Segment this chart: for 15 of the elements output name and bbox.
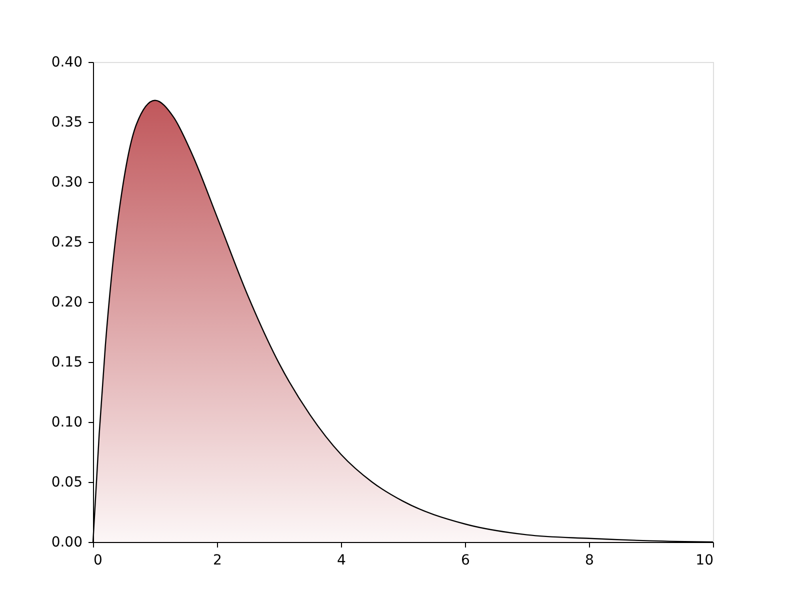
x-tick-label: 0 xyxy=(94,552,102,568)
y-tick-label: 0.20 xyxy=(51,294,82,310)
y-tick-label: 0.15 xyxy=(51,354,82,370)
y-tick-label: 0.10 xyxy=(51,414,82,430)
x-tick-label: 2 xyxy=(213,552,222,568)
y-tick-label: 0.40 xyxy=(51,54,82,70)
x-tick-label: 6 xyxy=(461,552,470,568)
y-tick-label: 0.25 xyxy=(51,234,82,250)
x-tick-label: 8 xyxy=(585,552,594,568)
y-tick-label: 0.05 xyxy=(51,474,82,490)
x-tick-label: 10 xyxy=(696,552,714,568)
y-tick-label: 0.30 xyxy=(51,174,82,190)
y-tick-label: 0.00 xyxy=(51,534,82,550)
y-tick-label: 0.35 xyxy=(51,114,82,130)
x-tick-label: 4 xyxy=(337,552,346,568)
